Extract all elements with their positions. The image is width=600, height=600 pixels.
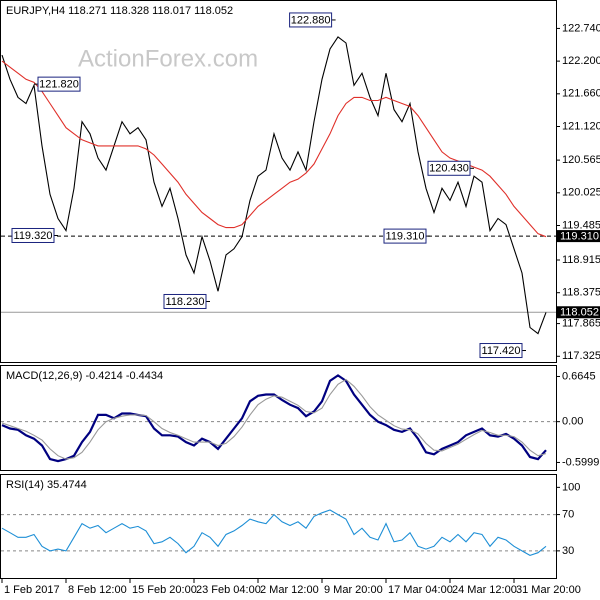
series-line xyxy=(1,60,547,238)
annotation-box xyxy=(37,76,81,92)
y-tick-label: 0.6645 xyxy=(562,370,596,382)
level-label: 119.310 xyxy=(560,231,599,243)
annotation-label: 119.320 xyxy=(14,230,53,242)
price-panel xyxy=(0,0,557,363)
x-tick-label: 31 Mar 20:00 xyxy=(516,584,581,596)
series-line xyxy=(1,378,547,460)
annotation-box xyxy=(427,160,471,176)
y-tick-label: 70 xyxy=(562,508,574,520)
x-tick-label: 24 Mar 12:00 xyxy=(452,584,517,596)
macd-panel xyxy=(0,365,557,471)
y-tick-label: 117.325 xyxy=(562,350,600,362)
level-label: 118.052 xyxy=(560,307,599,319)
x-tick-label: 15 Feb 20:00 xyxy=(132,584,197,596)
y-tick-label: 121.660 xyxy=(562,88,600,100)
y-tick-label: 30 xyxy=(562,545,574,557)
series-line xyxy=(1,374,547,463)
y-tick-label: 120.025 xyxy=(562,187,600,199)
y-tick-label: -0.5999 xyxy=(562,456,599,468)
y-tick-label: 119.485 xyxy=(562,219,600,231)
annotation-box xyxy=(383,228,427,244)
x-tick-label: 1 Feb 2017 xyxy=(4,584,60,596)
annotation-label: 119.310 xyxy=(386,231,425,243)
annotation-box xyxy=(289,12,333,28)
watermark: ActionForex.com xyxy=(78,45,258,72)
y-tick-label: 120.565 xyxy=(562,154,600,166)
annotation-box xyxy=(163,293,207,309)
panel-title: EURJPY,H4 118.271 118.328 118.017 118.05… xyxy=(6,5,233,17)
series-line xyxy=(1,36,547,335)
x-tick-label: 23 Feb 04:00 xyxy=(196,584,261,596)
y-tick-label: 118.375 xyxy=(562,287,600,299)
panel-title: RSI(14) 35.4744 xyxy=(6,479,87,491)
y-tick-label: 122.200 xyxy=(562,55,600,67)
y-tick-label: 118.915 xyxy=(562,254,600,266)
series-line xyxy=(1,509,547,556)
annotation-label: 121.820 xyxy=(39,79,79,91)
annotation-label: 120.430 xyxy=(429,163,469,175)
y-tick-label: 0.00 xyxy=(562,416,583,428)
annotation-box xyxy=(11,227,55,243)
level-label-box xyxy=(557,230,600,243)
panel-title: MACD(12,26,9) -0.4214 -0.4434 xyxy=(6,370,163,382)
x-tick-label: 9 Mar 20:00 xyxy=(324,584,383,596)
y-tick-label: 100 xyxy=(562,481,580,493)
y-tick-label: 122.740 xyxy=(562,22,600,34)
annotation-label: 118.230 xyxy=(166,296,205,308)
annotation-label: 117.420 xyxy=(482,345,521,357)
x-tick-label: 2 Mar 12:00 xyxy=(260,584,319,596)
annotation-box xyxy=(479,343,523,359)
level-label-box xyxy=(557,306,600,319)
y-tick-label: 121.120 xyxy=(562,120,600,132)
x-tick-label: 8 Feb 12:00 xyxy=(68,584,127,596)
annotation-label: 122.880 xyxy=(291,14,331,26)
y-tick-label: 117.865 xyxy=(562,317,600,329)
x-tick-label: 17 Mar 04:00 xyxy=(388,584,453,596)
rsi-panel xyxy=(0,474,557,579)
